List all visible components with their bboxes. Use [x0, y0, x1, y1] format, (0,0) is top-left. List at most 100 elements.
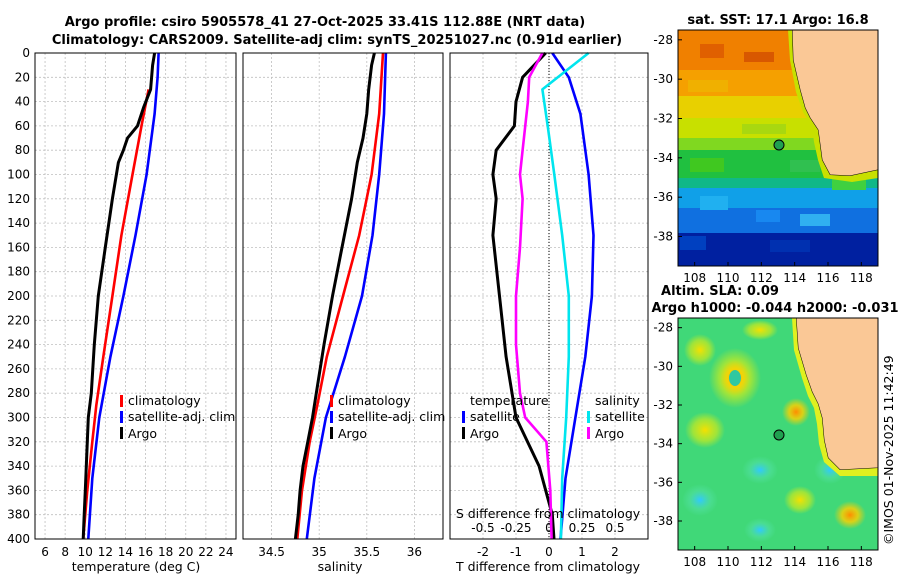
- x-tick-label: 20: [178, 545, 193, 559]
- map-y-tick-label: -30: [653, 72, 673, 86]
- x-tick-label: 12: [98, 545, 113, 559]
- sst-map-title: sat. SST: 17.1 Argo: 16.8: [687, 13, 868, 28]
- legend-swatch-argo: [120, 427, 123, 439]
- legend-label-t-argo: Argo: [470, 426, 499, 441]
- y-tick-label: 40: [15, 95, 30, 109]
- y-tick-label: 300: [7, 411, 30, 425]
- x-tick-label: 6: [41, 545, 49, 559]
- x-tick-label: -1: [510, 545, 522, 559]
- map-y-tick-label: -38: [653, 230, 673, 244]
- map-x-tick-label: 114: [783, 555, 806, 569]
- argo-marker: [773, 139, 785, 151]
- series-line-temperature-satellite: [551, 52, 595, 540]
- x-tick-label: 34.5: [258, 545, 285, 559]
- top-tick-label: 0.5: [605, 521, 624, 535]
- temperature-legend: climatology satellite-adj. clim Argo: [120, 393, 235, 441]
- y-tick-label: 260: [7, 362, 30, 376]
- series-line-argo: [293, 52, 376, 540]
- y-tick-label: 320: [7, 435, 30, 449]
- series-line-salinity-argo: [514, 52, 553, 540]
- map-y-tick-label: -36: [653, 190, 673, 204]
- map-y-tick-label: -34: [653, 151, 673, 165]
- legend-label-argo: Argo: [128, 426, 157, 441]
- top-tick-label: -0.25: [500, 521, 531, 535]
- y-tick-label: 360: [7, 483, 30, 497]
- argo-marker: [773, 429, 785, 441]
- legend-swatch-s-satellite: [587, 411, 590, 423]
- y-tick-label: 120: [7, 192, 30, 206]
- x-tick-label: 14: [118, 545, 133, 559]
- legend-label-satellite: satellite-adj. clim: [338, 409, 445, 424]
- top-tick-label: 0.25: [569, 521, 596, 535]
- salinity-xlabel: salinity: [318, 559, 363, 574]
- map-x-tick-label: 112: [750, 555, 773, 569]
- y-tick-label: 0: [22, 46, 30, 60]
- legend-label-climatology: climatology: [128, 393, 201, 408]
- x-tick-label: 35.5: [353, 545, 380, 559]
- map-y-tick-label: -28: [653, 321, 673, 335]
- map-y-tick-label: -32: [653, 398, 673, 412]
- x-tick-label: 2: [611, 545, 619, 559]
- map-y-tick-label: -34: [653, 437, 673, 451]
- x-tick-label: 18: [158, 545, 173, 559]
- top-tick-label: -0.5: [471, 521, 494, 535]
- sst-map-frame: [677, 29, 879, 267]
- y-tick-label: 280: [7, 386, 30, 400]
- map-y-tick-label: -30: [653, 359, 673, 373]
- series-line-climatology: [81, 89, 150, 540]
- legend-swatch-satellite: [120, 411, 123, 423]
- y-tick-label: 200: [7, 289, 30, 303]
- legend-heading-temperature: temperature: [470, 393, 549, 408]
- series-line-satellite-adj-clim: [87, 52, 160, 540]
- map-x-tick-label: 112: [750, 271, 773, 285]
- legend-swatch-t-satellite: [462, 411, 465, 423]
- series-line-satellite-adj-clim: [305, 52, 388, 540]
- legend-swatch-t-argo: [462, 427, 465, 439]
- sst-map: [678, 30, 878, 266]
- legend-swatch-climatology: [120, 395, 123, 407]
- y-tick-label: 400: [7, 532, 30, 546]
- legend-swatch-argo: [330, 427, 333, 439]
- y-tick-label: 80: [15, 143, 30, 157]
- y-tick-label: 60: [15, 119, 30, 133]
- legend-label-s-argo: Argo: [595, 426, 624, 441]
- map-x-tick-label: 110: [717, 271, 740, 285]
- diff-legend-salinity: salinity satellite Argo: [587, 393, 645, 441]
- series-line-temperature-argo: [491, 51, 556, 540]
- y-tick-label: 180: [7, 265, 30, 279]
- y-tick-label: 160: [7, 240, 30, 254]
- map-x-tick-label: 110: [717, 555, 740, 569]
- t-diff-xlabel: T difference from climatology: [455, 559, 641, 574]
- y-tick-label: 140: [7, 216, 30, 230]
- x-tick-label: 24: [218, 545, 233, 559]
- y-tick-label: 20: [15, 70, 30, 84]
- legend-heading-salinity: salinity: [595, 393, 640, 408]
- shelf-band: [792, 318, 878, 476]
- legend-label-s-satellite: satellite: [595, 409, 645, 424]
- y-tick-label: 100: [7, 168, 30, 182]
- map-x-tick-label: 118: [850, 555, 873, 569]
- temperature-panel: 6 8 10 12 14 16 18 20 22 240204060801001201401601…: [7, 46, 237, 559]
- x-tick-label: 22: [198, 545, 213, 559]
- y-tick-label: 340: [7, 459, 30, 473]
- x-tick-label: 0: [545, 545, 553, 559]
- legend-label-climatology: climatology: [338, 393, 411, 408]
- top-tick-label: 0: [545, 521, 553, 535]
- legend-label-argo: Argo: [338, 426, 367, 441]
- title-line-2: Climatology: CARS2009. Satellite-adj cli…: [52, 33, 622, 48]
- legend-swatch-climatology: [330, 395, 333, 407]
- map-y-tick-label: -36: [653, 475, 673, 489]
- legend-label-t-satellite: satellite: [470, 409, 520, 424]
- series-line-salinity-satellite: [541, 51, 590, 540]
- diff-legend-temperature: temperature satellite Argo: [462, 393, 549, 441]
- panel-frame: [34, 52, 237, 540]
- s-diff-xlabel: S difference from climatology: [456, 506, 641, 521]
- x-tick-label: 10: [78, 545, 93, 559]
- panel-frame: [449, 52, 649, 540]
- map-x-tick-label: 116: [817, 555, 840, 569]
- difference-panel: -2 -1 0 1 2 -0.5 -0.25 0 0.25 0.5: [449, 51, 649, 559]
- sla-map-title-1: Altim. SLA: 0.09: [661, 284, 779, 299]
- x-tick-label: 35: [312, 545, 327, 559]
- legend-label-satellite: satellite-adj. clim: [128, 409, 235, 424]
